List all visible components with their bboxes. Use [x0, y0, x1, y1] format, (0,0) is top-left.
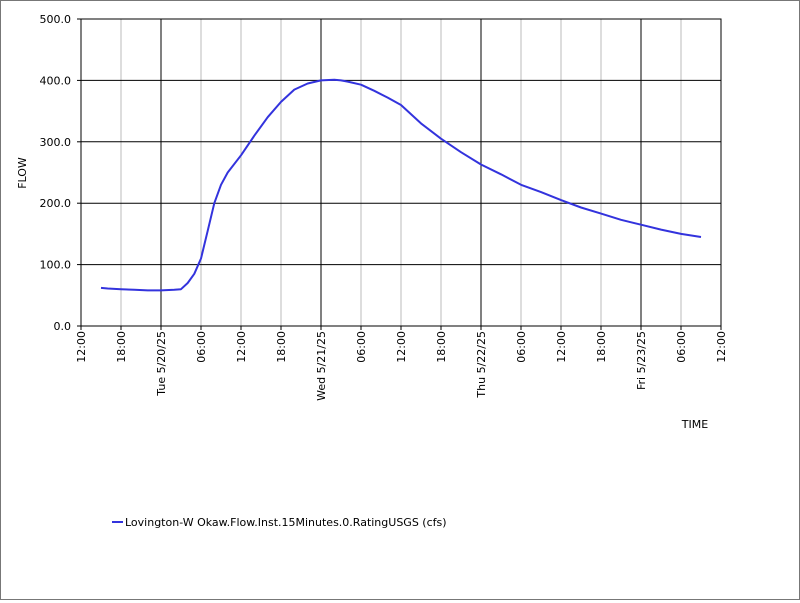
y-tick-label: 300.0: [40, 136, 72, 149]
y-tick-label: 200.0: [40, 197, 72, 210]
legend: Lovington-W Okaw.Flow.Inst.15Minutes.0.R…: [112, 516, 447, 529]
x-tick-label: 18:00: [115, 331, 128, 363]
y-axis: 0.0 100.0 200.0 300.0 400.0 500.0: [40, 13, 81, 333]
x-tick-label: 06:00: [515, 331, 528, 363]
y-tick-label: 500.0: [40, 13, 72, 26]
x-tick-label: 12:00: [75, 331, 88, 363]
x-tick-label: Tue 5/20/25: [155, 331, 168, 397]
legend-label: Lovington-W Okaw.Flow.Inst.15Minutes.0.R…: [125, 516, 447, 529]
grid-layer: [80, 18, 722, 327]
x-axis: 12:00 18:00 Tue 5/20/25 06:00 12:00 18:00 Wed …: [75, 326, 728, 401]
x-tick-label: 12:00: [555, 331, 568, 363]
x-tick-label: 06:00: [195, 331, 208, 363]
x-axis-label: TIME: [681, 418, 708, 431]
series-line: [100, 78, 702, 292]
series-layer: [100, 78, 702, 292]
x-tick-label: 06:00: [355, 331, 368, 363]
x-tick-label: Fri 5/23/25: [635, 331, 648, 390]
x-tick-label: 12:00: [235, 331, 248, 363]
x-tick-label: 06:00: [675, 331, 688, 363]
y-tick-label: 100.0: [40, 259, 72, 272]
x-tick-label: 12:00: [395, 331, 408, 363]
y-axis-label: FLOW: [16, 157, 29, 189]
x-tick-label: 18:00: [595, 331, 608, 363]
x-tick-label: Thu 5/22/25: [475, 331, 488, 399]
x-tick-label: Wed 5/21/25: [315, 331, 328, 401]
y-tick-label: 400.0: [40, 74, 72, 87]
x-tick-label: 18:00: [275, 331, 288, 363]
x-tick-label: 18:00: [435, 331, 448, 363]
x-tick-label: 12:00: [715, 331, 728, 363]
y-tick-label: 0.0: [54, 320, 72, 333]
